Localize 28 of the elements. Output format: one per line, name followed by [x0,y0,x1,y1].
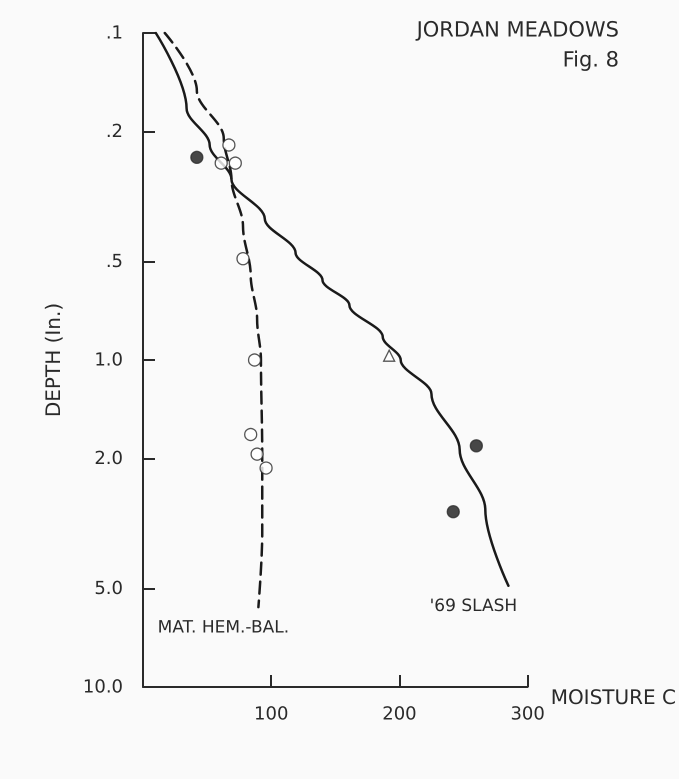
point [259,461,273,475]
point [222,138,236,152]
y-tick-label: 2.0 [94,448,123,469]
point [250,447,264,461]
y-tick-label: 5.0 [94,578,123,600]
point [214,156,228,170]
point [248,353,262,367]
chart-title: JORDAN MEADOWS [414,18,620,42]
series-label: '69 SLASH [430,596,518,616]
series-label: MAT. HEM.-BAL. [158,618,290,638]
point [383,350,396,362]
point [228,156,242,170]
y-tick-label: 1.0 [94,350,123,370]
point [236,252,250,266]
text: Fig. 8 [562,48,620,72]
x-tick-label: 200 [382,704,417,724]
x-tick-label: 300 [510,704,545,724]
y-tick-label: .5 [106,251,123,272]
point [446,505,460,518]
point [190,150,204,164]
y-tick-label: 10.0 [82,676,123,698]
x-axis-title: MOISTURE C [550,685,676,709]
point [244,428,258,442]
y-axis-title: DEPTH (In.) [41,302,65,418]
y-tick-label: .1 [106,22,123,44]
point [470,439,483,452]
x-tick-label: 100 [254,704,288,724]
y-tick-label: .2 [106,120,123,142]
